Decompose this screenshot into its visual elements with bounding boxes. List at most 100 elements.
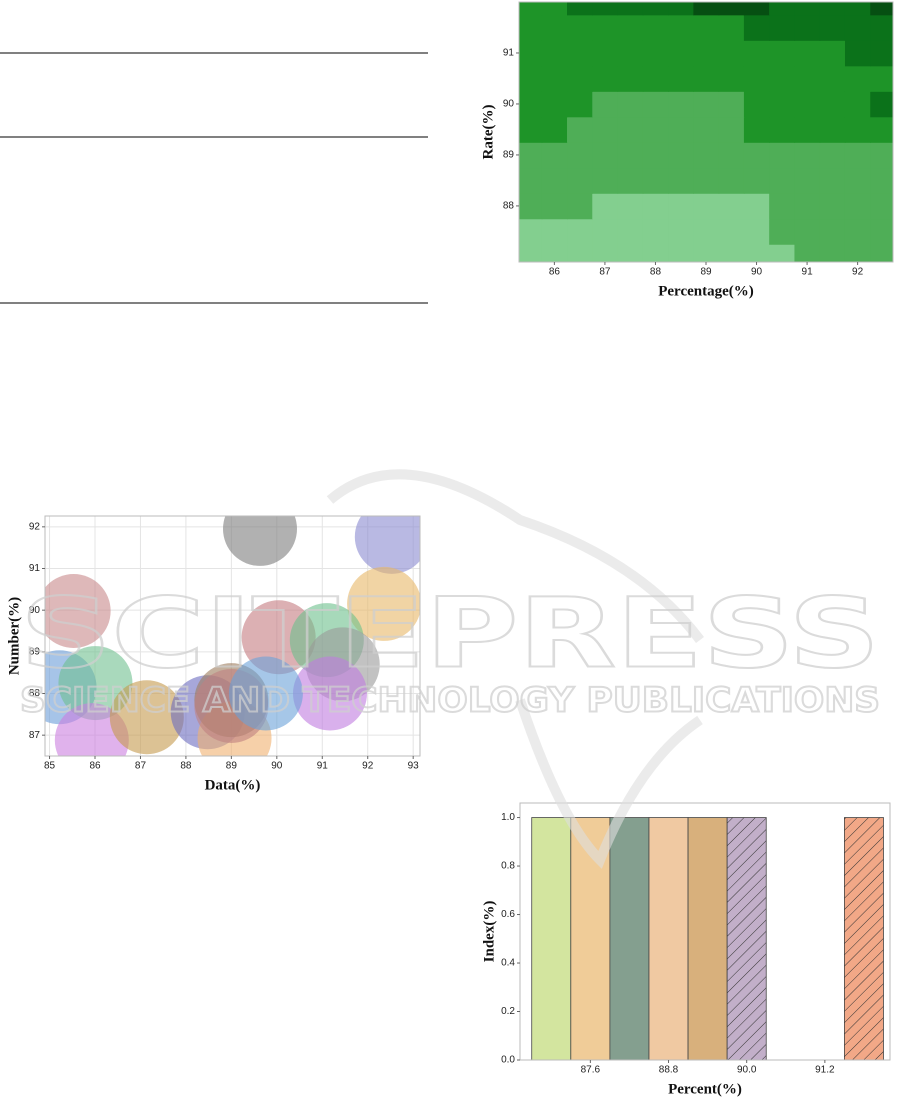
contour-cell: [769, 65, 796, 92]
contour-cell: [592, 14, 619, 41]
contour-cell: [870, 142, 893, 169]
contour-cell: [617, 218, 644, 245]
contour-cell: [769, 116, 796, 143]
contour-cell: [844, 244, 871, 262]
contour-cell: [718, 14, 745, 41]
contour-cell: [541, 142, 568, 169]
contour-cell: [567, 116, 593, 143]
contour-cell: [794, 244, 821, 262]
contour-cell: [541, 14, 568, 41]
y-axis-title: Number(%): [6, 597, 22, 675]
contour-cell: [844, 218, 871, 245]
bubble: [228, 656, 303, 731]
contour-cell: [844, 142, 871, 169]
contour-cell: [617, 116, 644, 143]
contour-cell: [870, 193, 893, 220]
contour-cell: [592, 193, 619, 220]
y-tick-label: 87: [29, 730, 41, 741]
contour-cell: [519, 244, 543, 262]
contour-cell: [617, 91, 644, 118]
contour-cell: [819, 142, 846, 169]
contour-cell: [819, 14, 846, 41]
contour-cell: [693, 40, 720, 67]
hist-bar: [609, 817, 650, 1060]
contour-cell: [819, 193, 846, 220]
contour-cell: [693, 193, 720, 220]
contour-cell: [693, 91, 720, 118]
contour-cell: [668, 65, 694, 92]
contour-cell: [693, 142, 720, 169]
charts: 86 87 88 89 90 91 92 88 89 90 91 Percentage(%) Rate(…: [6, 1, 894, 1097]
contour-cell: [567, 91, 593, 118]
contour-cell: [794, 65, 821, 92]
contour-cell: [617, 244, 644, 262]
contour-cell: [743, 91, 770, 118]
contour-cell: [819, 40, 846, 67]
y-tick-label: 0.8: [501, 861, 515, 872]
y-axis-title: Rate(%): [480, 105, 496, 160]
contour-cell: [519, 116, 543, 143]
contour-cell: [668, 91, 694, 118]
y-tick-label: 90: [29, 605, 41, 616]
contour-cell: [567, 40, 593, 67]
x-tick-label: 86: [89, 761, 101, 772]
contour-cell: [718, 167, 745, 194]
contour-cell: [819, 116, 846, 143]
contour-cell: [519, 65, 543, 92]
contour-cell: [819, 2, 846, 16]
contour-cell: [870, 2, 893, 16]
contour-cell: [567, 65, 593, 92]
contour-cell: [617, 65, 644, 92]
y-tick-label: 91: [29, 563, 41, 574]
chart: 87.6 88.8 90.0 91.2 0.0 0.2 0.4 0.6 0.8 1.0 Percen…: [481, 802, 891, 1097]
contour-cell: [693, 116, 720, 143]
contour-cell: [519, 142, 543, 169]
contour-cell: [541, 244, 568, 262]
x-tick-label: 87.6: [581, 1065, 601, 1076]
x-axis-title: Data(%): [205, 777, 261, 793]
contour-cell: [870, 244, 893, 262]
bubble: [223, 516, 297, 566]
contour-cell: [718, 2, 745, 16]
bubble: [293, 656, 367, 731]
contour-cell: [693, 167, 720, 194]
contour-cell: [617, 14, 644, 41]
contour-cell: [567, 142, 593, 169]
contour-cell: [592, 218, 619, 245]
contour-cell: [769, 2, 796, 16]
contour-cell: [642, 2, 669, 16]
hist-bar: [531, 817, 572, 1060]
y-tick-label: 0.0: [501, 1055, 515, 1066]
contour-cell: [743, 40, 770, 67]
contour-cell: [769, 40, 796, 67]
contour-cell: [567, 2, 593, 16]
contour-cell: [870, 167, 893, 194]
contour-cell: [718, 40, 745, 67]
contour-cell: [541, 116, 568, 143]
contour-cell: [668, 116, 694, 143]
contour-cell: [769, 14, 796, 41]
contour-cell: [642, 65, 669, 92]
contour-cell: [870, 14, 893, 41]
contour-cell: [642, 142, 669, 169]
contour-cell: [794, 14, 821, 41]
plot-area: [45, 516, 420, 756]
contour-cell: [743, 193, 770, 220]
contour-cell: [769, 91, 796, 118]
contour-cell: [794, 2, 821, 16]
contour-cell: [718, 193, 745, 220]
contour-cell: [769, 167, 796, 194]
x-tick-label: 89: [226, 761, 238, 772]
contour-cell: [794, 91, 821, 118]
x-axis-title: Percent(%): [668, 1081, 742, 1097]
contour-cell: [567, 14, 593, 41]
x-tick-label: 88: [650, 267, 662, 278]
x-tick-label: 92: [362, 761, 374, 772]
contour-cell: [519, 193, 543, 220]
y-tick-label: 92: [29, 521, 41, 532]
contour-cell: [541, 40, 568, 67]
contour-cell: [870, 116, 893, 143]
contour-cell: [617, 40, 644, 67]
contour-cell: [693, 244, 720, 262]
hist-hatch: [727, 817, 767, 1060]
